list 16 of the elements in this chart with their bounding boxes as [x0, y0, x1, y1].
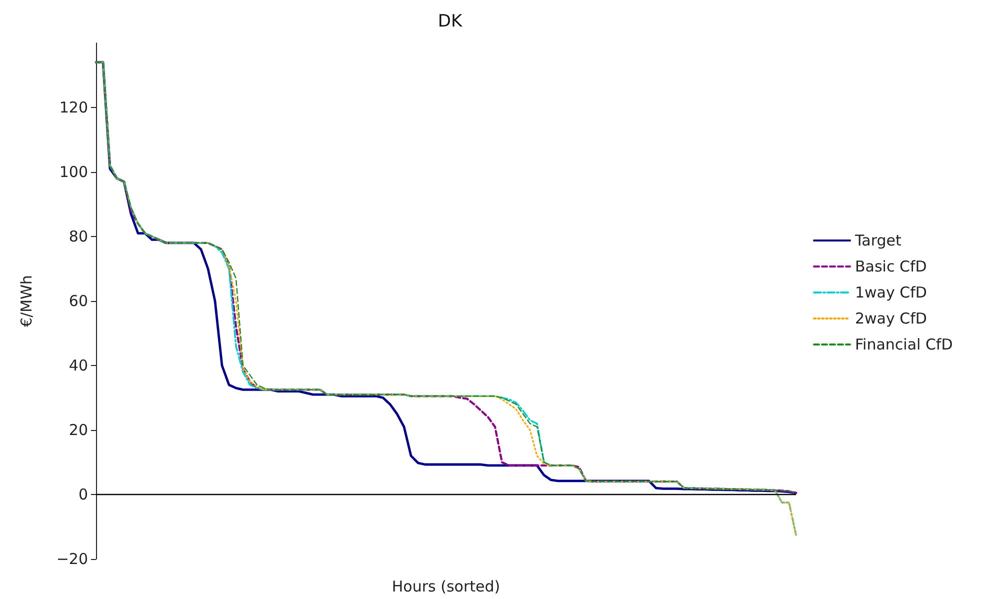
legend-label: Basic CfD — [855, 258, 927, 276]
legend-label: 1way CfD — [855, 284, 927, 302]
legend-label: Financial CfD — [855, 336, 953, 354]
y-tick-label: 0 — [78, 486, 88, 504]
legend-label: Target — [854, 232, 902, 250]
y-axis-title: €/MWh — [18, 275, 36, 327]
y-tick-label: 120 — [59, 98, 88, 116]
y-tick-label: 40 — [68, 356, 88, 374]
legend-label: 2way CfD — [855, 310, 927, 328]
y-tick-label: 80 — [68, 228, 88, 246]
x-axis-title: Hours (sorted) — [392, 578, 500, 596]
chart-title: DK — [438, 12, 463, 32]
y-tick-label: 60 — [68, 292, 88, 310]
y-tick-label: 100 — [59, 163, 88, 181]
y-tick-label: −20 — [56, 550, 88, 568]
y-tick-label: 20 — [68, 421, 88, 439]
